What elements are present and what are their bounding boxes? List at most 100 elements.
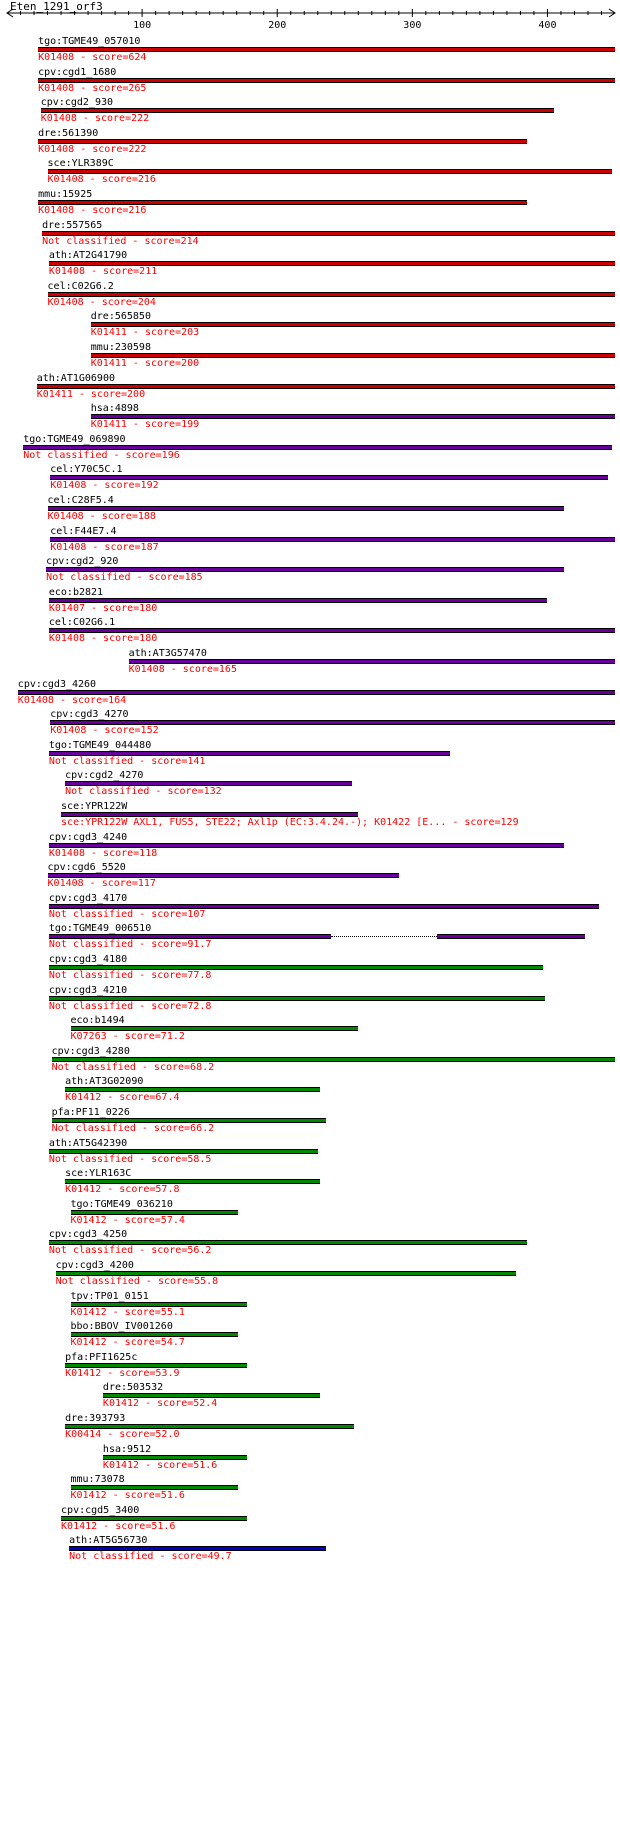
alignment-bar[interactable]: [90, 322, 615, 328]
alignment-bar[interactable]: [23, 444, 613, 450]
alignment-bar[interactable]: [65, 1087, 321, 1093]
hit-name[interactable]: ath:AT1G06900: [36, 372, 115, 384]
hit-description[interactable]: Not classified - score=214: [42, 235, 199, 247]
hit-description[interactable]: Not classified - score=185: [46, 572, 203, 584]
hit-name[interactable]: cpv:cgd3_4180: [48, 954, 128, 965]
hit-description[interactable]: K01408 - score=180: [48, 633, 158, 645]
hit-description[interactable]: K01408 - score=187: [50, 541, 159, 553]
hit-description[interactable]: Not classified - score=196: [23, 449, 180, 461]
hit-description[interactable]: K01412 - score=54.7: [70, 1337, 185, 1349]
hit-name[interactable]: tpv:TP01_0151: [70, 1290, 149, 1302]
alignment-bar[interactable]: [38, 77, 615, 83]
alignment-bar[interactable]: [48, 842, 564, 848]
hit-description[interactable]: Not classified - score=77.8: [48, 970, 212, 981]
alignment-bar[interactable]: [42, 230, 615, 236]
alignment-bar[interactable]: [48, 597, 548, 603]
hit-description[interactable]: K01408 - score=204: [47, 296, 156, 308]
alignment-bar[interactable]: [47, 506, 564, 511]
hit-name[interactable]: ath:AT5G42390: [48, 1137, 128, 1149]
hit-name[interactable]: eco:b1494: [70, 1015, 125, 1027]
hit-name[interactable]: sce:YLR389C: [47, 158, 114, 170]
alignment-bar[interactable]: [90, 414, 615, 420]
alignment-bar[interactable]: [65, 1179, 321, 1185]
alignment-bar[interactable]: [48, 903, 599, 909]
hit-description[interactable]: K01408 - score=164: [17, 694, 127, 706]
hit-description[interactable]: K01412 - score=52.4: [102, 1398, 218, 1410]
hit-description[interactable]: K01408 - score=165: [128, 664, 237, 675]
hit-name[interactable]: cpv:cgd5_3400: [61, 1504, 140, 1516]
alignment-bar[interactable]: [48, 261, 615, 267]
alignment-bar[interactable]: [38, 47, 615, 52]
alignment-bar[interactable]: [48, 628, 615, 634]
hit-name[interactable]: cpv:cgd3_4210: [48, 984, 128, 996]
hit-description[interactable]: K01408 - score=117: [47, 878, 156, 890]
hit-description[interactable]: Not classified - score=68.2: [51, 1061, 215, 1073]
hit-name[interactable]: ath:AT5G56730: [69, 1535, 148, 1547]
alignment-bar[interactable]: [50, 475, 609, 481]
hit-name[interactable]: cel:F44E7.4: [50, 525, 117, 537]
alignment-bar[interactable]: [102, 1454, 248, 1460]
hit-name[interactable]: dre:561390: [38, 127, 99, 139]
hit-name[interactable]: tgo:TGME49_044480: [48, 739, 152, 751]
alignment-bar[interactable]: [70, 1209, 239, 1215]
hit-description[interactable]: K01408 - score=216: [38, 205, 147, 216]
hit-name[interactable]: hsa:9512: [102, 1443, 152, 1455]
hit-description[interactable]: K01412 - score=57.4: [70, 1214, 185, 1226]
hit-name[interactable]: dre:503532: [102, 1382, 164, 1394]
hit-name[interactable]: tgo:TGME49_057010: [38, 36, 141, 47]
hit-name[interactable]: dre:393793: [65, 1413, 126, 1424]
hit-name[interactable]: pfa:PF11_0226: [51, 1107, 130, 1118]
alignment-bar[interactable]: [51, 1056, 615, 1062]
hit-name[interactable]: cel:C02G6.2: [47, 280, 114, 292]
hit-description[interactable]: K01411 - score=203: [90, 327, 200, 339]
hit-name[interactable]: ath:AT3G02090: [65, 1076, 144, 1088]
hit-name[interactable]: cpv:cgd1_1680: [38, 66, 117, 78]
hit-name[interactable]: sce:YPR122W: [61, 801, 128, 812]
hit-name[interactable]: mmu:73078: [70, 1474, 125, 1486]
hit-description[interactable]: K01408 - score=188: [47, 511, 156, 522]
alignment-bar[interactable]: [436, 934, 586, 940]
alignment-bar[interactable]: [70, 1485, 239, 1491]
hit-description[interactable]: K01408 - score=118: [48, 847, 158, 859]
hit-description[interactable]: K01412 - score=53.9: [65, 1367, 180, 1379]
hit-description[interactable]: Not classified - score=66.2: [51, 1123, 215, 1134]
hit-name[interactable]: hsa:4898: [90, 403, 139, 415]
alignment-bar[interactable]: [61, 812, 359, 817]
alignment-bar[interactable]: [50, 536, 615, 542]
alignment-bar[interactable]: [51, 1118, 326, 1123]
alignment-bar[interactable]: [48, 1148, 318, 1154]
hit-description[interactable]: Not classified - score=49.7: [69, 1551, 232, 1563]
alignment-bar[interactable]: [40, 108, 555, 114]
hit-name[interactable]: tgo:TGME49_069890: [23, 433, 126, 445]
hit-description[interactable]: K01412 - score=51.6: [70, 1490, 185, 1502]
hit-description[interactable]: K01408 - score=624: [38, 52, 147, 63]
alignment-bar[interactable]: [36, 383, 615, 389]
hit-name[interactable]: mmu:15925: [38, 189, 93, 200]
alignment-bar[interactable]: [47, 169, 613, 175]
hit-name[interactable]: tgo:TGME49_036210: [70, 1198, 173, 1210]
hit-description[interactable]: Not classified - score=91.7: [48, 939, 212, 951]
hit-description[interactable]: K01408 - score=211: [48, 266, 158, 278]
alignment-bar[interactable]: [48, 965, 544, 970]
hit-name[interactable]: tgo:TGME49_006510: [48, 923, 152, 935]
hit-description[interactable]: K01408 - score=192: [50, 480, 159, 492]
alignment-bar[interactable]: [90, 353, 615, 358]
hit-description[interactable]: Not classified - score=107: [48, 908, 206, 920]
alignment-bar[interactable]: [128, 659, 615, 664]
hit-description[interactable]: Not classified - score=55.8: [55, 1276, 219, 1287]
hit-description[interactable]: K01411 - score=200: [36, 388, 146, 400]
hit-name[interactable]: cel:C02G6.1: [48, 617, 116, 629]
alignment-bar[interactable]: [65, 1424, 355, 1429]
hit-name[interactable]: bbo:BBOV_IV001260: [70, 1321, 173, 1333]
alignment-bar[interactable]: [65, 1362, 248, 1368]
hit-name[interactable]: dre:565850: [90, 311, 151, 323]
alignment-bar[interactable]: [102, 1393, 321, 1399]
hit-name[interactable]: cpv:cgd3_4280: [51, 1045, 130, 1057]
alignment-bar[interactable]: [70, 1026, 359, 1032]
hit-description[interactable]: Not classified - score=58.5: [48, 1153, 212, 1165]
alignment-bar[interactable]: [47, 873, 399, 879]
hit-description[interactable]: K01411 - score=200: [90, 358, 200, 369]
alignment-bar[interactable]: [50, 720, 615, 726]
hit-description[interactable]: K01408 - score=152: [50, 725, 159, 737]
hit-name[interactable]: cpv:cgd3_4170: [48, 892, 128, 904]
